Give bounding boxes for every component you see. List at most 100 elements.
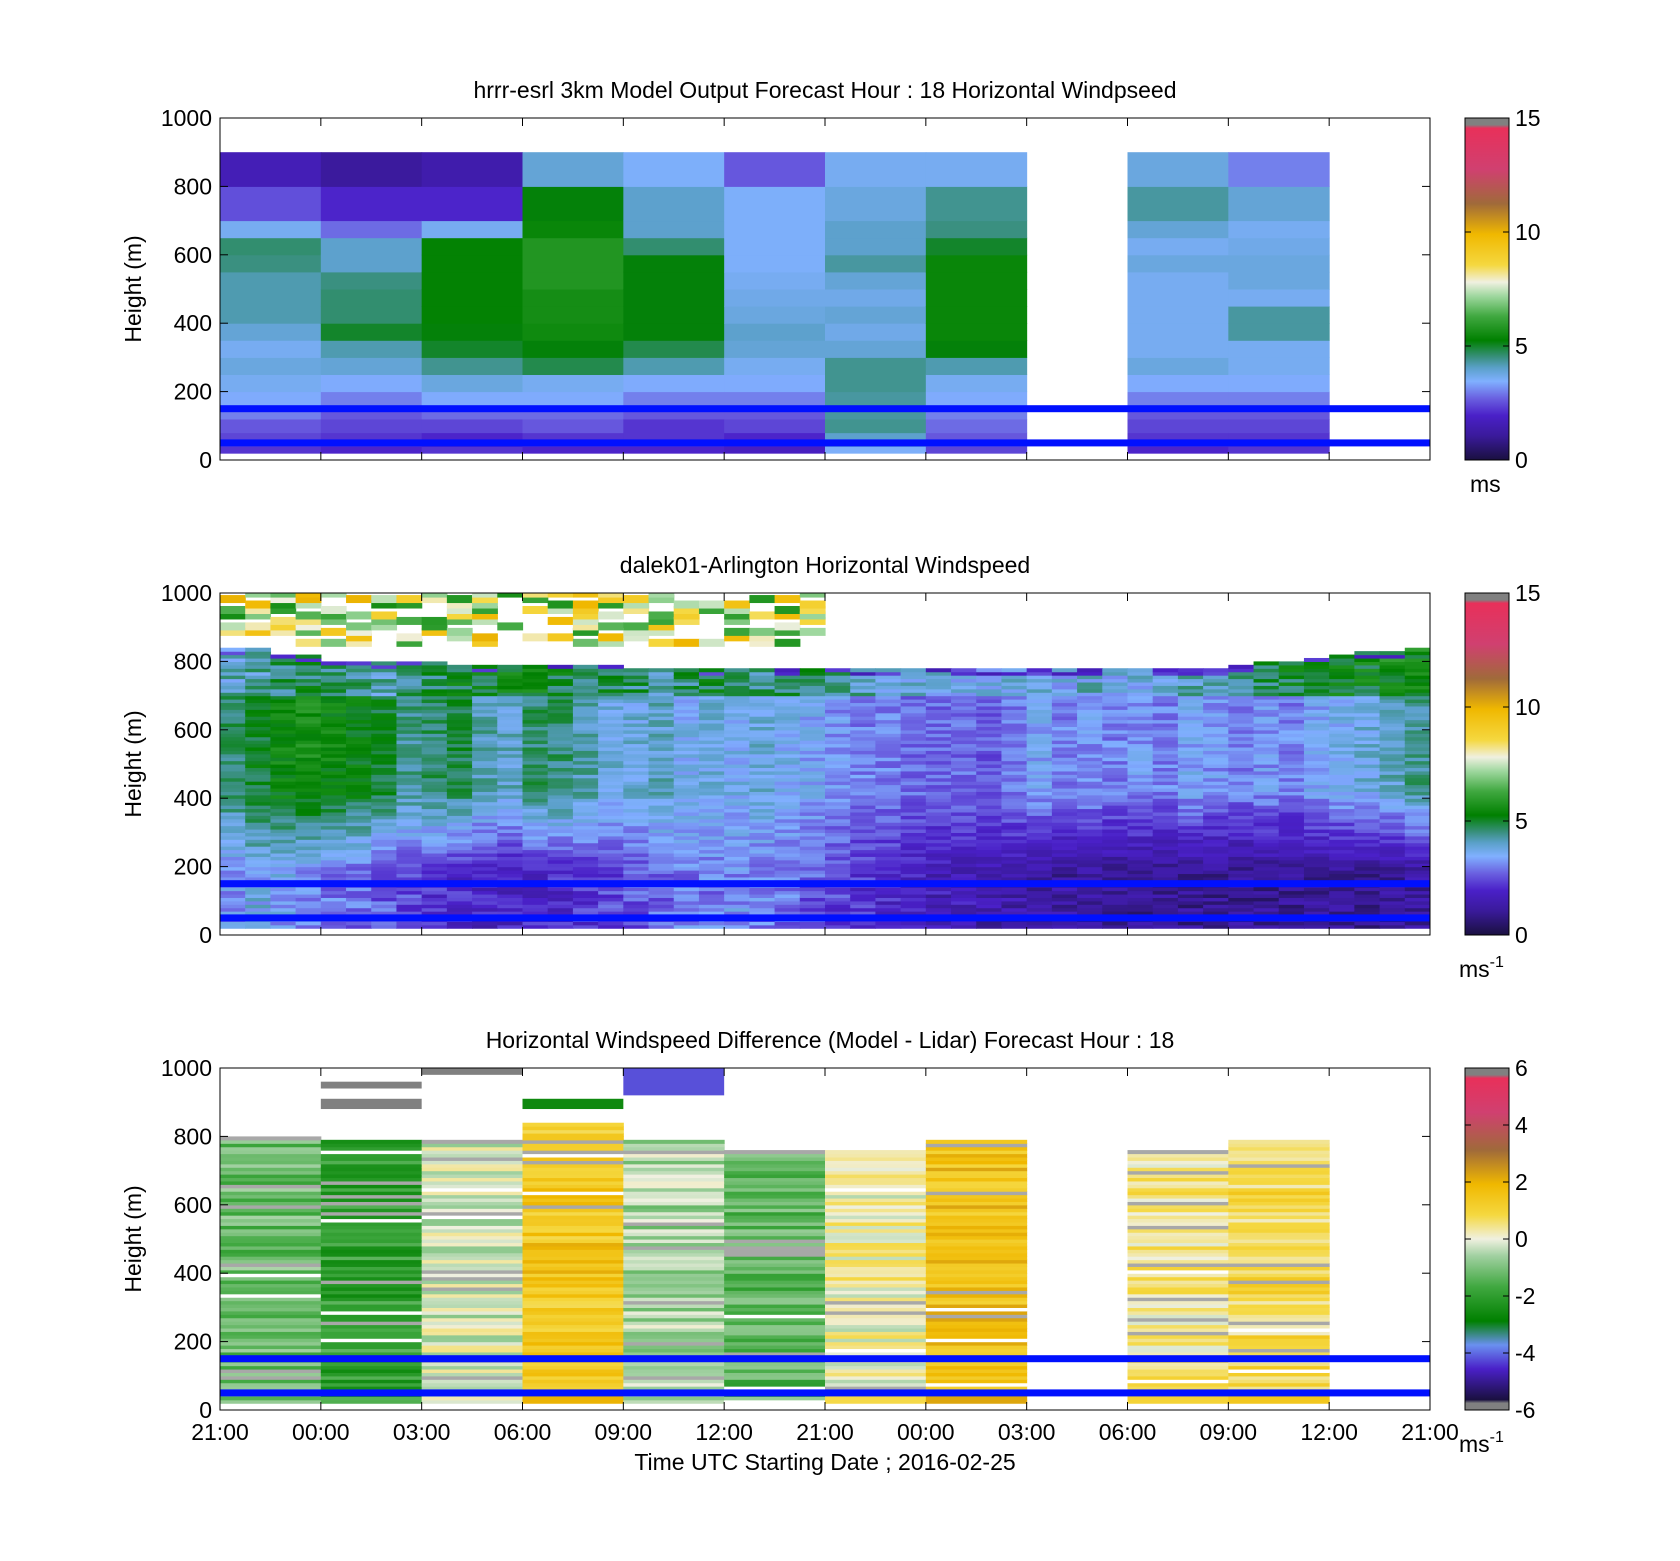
heatmap-cell bbox=[1228, 254, 1330, 273]
chart-title: dalek01-Arlington Horizontal Windspeed bbox=[620, 552, 1030, 578]
heatmap-cell bbox=[925, 681, 952, 686]
heatmap-cell bbox=[598, 846, 624, 851]
heatmap-cell bbox=[245, 716, 272, 721]
heatmap-cell bbox=[446, 839, 473, 844]
heatmap-cell bbox=[925, 1365, 1028, 1370]
heatmap-cell bbox=[1303, 719, 1330, 724]
heatmap-cell bbox=[1152, 757, 1179, 762]
heatmap-cell bbox=[245, 774, 272, 779]
heatmap-cell bbox=[1077, 794, 1103, 799]
heatmap-cell bbox=[572, 616, 599, 625]
heatmap-cell bbox=[270, 791, 297, 796]
heatmap-cell bbox=[1127, 391, 1229, 406]
heatmap-cell bbox=[749, 740, 776, 745]
heatmap-cell bbox=[1303, 787, 1330, 792]
heatmap-cell bbox=[1228, 1242, 1330, 1247]
heatmap-cell bbox=[648, 736, 675, 741]
heatmap-cell bbox=[1303, 924, 1330, 929]
heatmap-cell bbox=[900, 671, 927, 676]
heatmap-cell bbox=[1228, 1280, 1330, 1285]
heatmap-cell bbox=[320, 1348, 423, 1353]
heatmap-cell bbox=[850, 907, 877, 912]
heatmap-cell bbox=[1152, 681, 1179, 686]
heatmap-cell bbox=[799, 873, 826, 878]
heatmap-cell bbox=[1026, 787, 1053, 792]
heatmap-cell bbox=[1177, 911, 1204, 916]
heatmap-cell bbox=[522, 897, 549, 902]
heatmap-cell bbox=[724, 1341, 826, 1346]
heatmap-cell bbox=[925, 1156, 1028, 1161]
heatmap-cell bbox=[295, 719, 322, 724]
heatmap-cell bbox=[774, 746, 801, 751]
heatmap-cell bbox=[220, 818, 246, 823]
heatmap-cell bbox=[295, 811, 322, 816]
heatmap-cell bbox=[547, 911, 574, 916]
heatmap-cell bbox=[1228, 446, 1330, 454]
heatmap-cell bbox=[421, 1232, 523, 1237]
heatmap-cell bbox=[925, 835, 952, 840]
heatmap-cell bbox=[295, 787, 322, 792]
heatmap-cell bbox=[346, 740, 372, 745]
heatmap-cell bbox=[220, 1396, 322, 1401]
heatmap-cell bbox=[245, 863, 272, 868]
heatmap-cell bbox=[1404, 815, 1430, 820]
heatmap-cell bbox=[900, 846, 927, 851]
heatmap-cell bbox=[1026, 736, 1053, 741]
heatmap-cell bbox=[976, 811, 1003, 816]
heatmap-cell bbox=[1303, 897, 1330, 902]
heatmap-cell bbox=[446, 876, 473, 881]
heatmap-cell bbox=[850, 781, 877, 786]
heatmap-cell bbox=[925, 1362, 1028, 1367]
heatmap-cell bbox=[270, 815, 297, 820]
heatmap-cell bbox=[1077, 870, 1103, 875]
heatmap-cell bbox=[673, 770, 700, 775]
heatmap-cell bbox=[1077, 822, 1103, 827]
heatmap-cell bbox=[522, 842, 549, 847]
heatmap-cell bbox=[598, 852, 624, 857]
heatmap-cell bbox=[1228, 692, 1255, 697]
heatmap-cell bbox=[774, 712, 801, 717]
heatmap-cell bbox=[1329, 699, 1355, 704]
heatmap-cell bbox=[1127, 828, 1154, 833]
heatmap-cell bbox=[1404, 798, 1430, 803]
heatmap-cell bbox=[346, 633, 372, 642]
heatmap-cell bbox=[1303, 671, 1330, 676]
heatmap-cell bbox=[320, 1218, 423, 1223]
heatmap-cell bbox=[497, 818, 524, 823]
heatmap-cell bbox=[951, 890, 977, 895]
heatmap-cell bbox=[925, 1180, 1028, 1185]
y-tick-label: 600 bbox=[174, 242, 212, 268]
heatmap-cell bbox=[320, 611, 347, 620]
heatmap-cell bbox=[951, 822, 977, 827]
heatmap-cell bbox=[220, 1218, 322, 1223]
heatmap-cell bbox=[1404, 661, 1430, 666]
heatmap-cell bbox=[320, 340, 423, 358]
heatmap-cell bbox=[522, 1375, 624, 1380]
heatmap-cell bbox=[1026, 825, 1053, 830]
heatmap-cell bbox=[673, 849, 700, 854]
heatmap-cell bbox=[320, 186, 423, 222]
heatmap-cell bbox=[1102, 907, 1129, 912]
heatmap-cell bbox=[825, 818, 851, 823]
heatmap-cell bbox=[522, 1139, 624, 1144]
heatmap-cell bbox=[1379, 822, 1406, 827]
heatmap-cell bbox=[1404, 859, 1430, 864]
heatmap-cell bbox=[245, 822, 272, 827]
heatmap-cell bbox=[547, 729, 574, 734]
heatmap-cell bbox=[1228, 764, 1255, 769]
heatmap-cell bbox=[976, 729, 1003, 734]
heatmap-cell bbox=[1026, 852, 1053, 857]
heatmap-cell bbox=[320, 740, 347, 745]
heatmap-cell bbox=[1127, 767, 1154, 772]
heatmap-cell bbox=[698, 832, 725, 837]
heatmap-cell bbox=[1127, 1372, 1229, 1377]
heatmap-cell bbox=[774, 750, 801, 755]
heatmap-cell bbox=[547, 893, 574, 898]
heatmap-cell bbox=[421, 846, 448, 851]
heatmap-cell bbox=[1329, 870, 1355, 875]
heatmap-cell bbox=[1329, 828, 1355, 833]
heatmap-cell bbox=[698, 733, 725, 738]
heatmap-cell bbox=[1228, 1297, 1330, 1302]
heatmap-cell bbox=[1228, 1372, 1330, 1377]
heatmap-cell bbox=[673, 798, 700, 803]
